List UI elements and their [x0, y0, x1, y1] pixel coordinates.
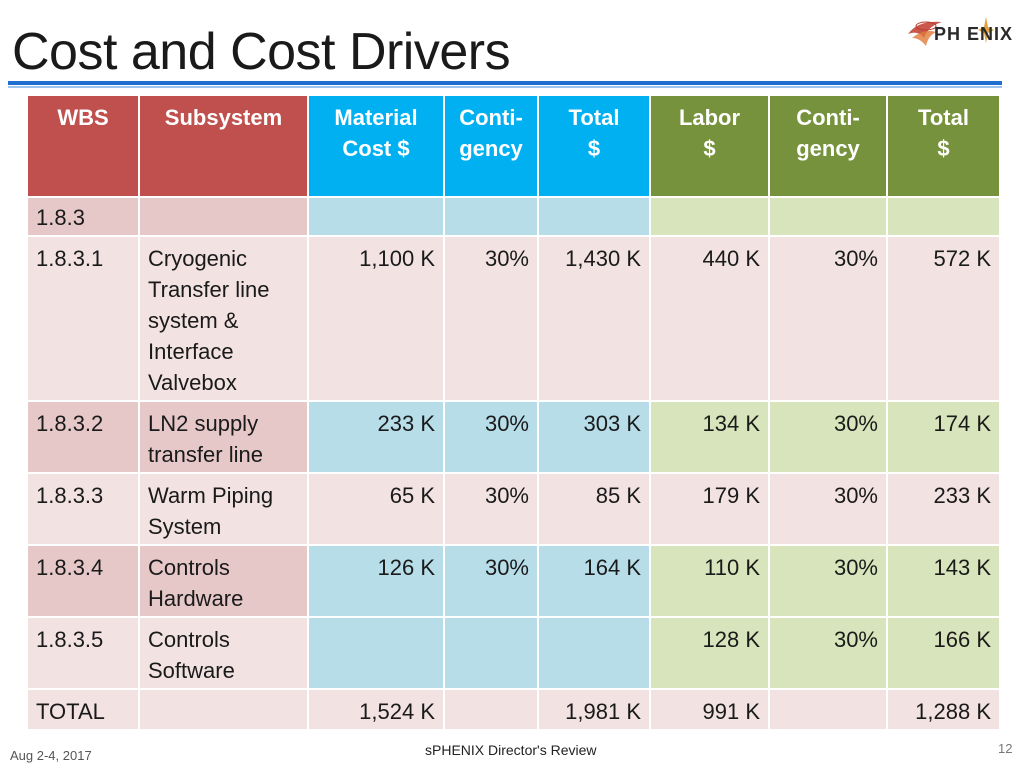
header-material-cost: Material Cost $ — [309, 96, 443, 196]
header-material-total: Total $ — [539, 96, 649, 196]
page-number: 12 — [998, 741, 1013, 756]
phenix-logo-icon — [908, 21, 942, 46]
cost-table: WBS Subsystem Material Cost $ Conti-gency… — [26, 94, 1001, 731]
cell-labor-total: 1,288 K — [888, 690, 999, 729]
logo-text: PH ENIX — [934, 24, 1014, 44]
header-subsystem: Subsystem — [140, 96, 307, 196]
cell-material-cost: 233 K — [309, 402, 443, 472]
cell-material-cost: 1,524 K — [309, 690, 443, 729]
table-row: 1.8.3.1 Cryogenic Transfer line system &… — [28, 237, 999, 400]
footer-event: sPHENIX Director's Review — [425, 742, 597, 758]
cell-material-cost — [309, 618, 443, 688]
cell-material-total — [539, 618, 649, 688]
cell-material-cost: 126 K — [309, 546, 443, 616]
cell-labor-contingency: 30% — [770, 474, 886, 544]
cell-material-contingency — [445, 198, 537, 235]
cell-labor-total: 174 K — [888, 402, 999, 472]
cell-material-cost — [309, 198, 443, 235]
table-header-row: WBS Subsystem Material Cost $ Conti-gency… — [28, 96, 999, 196]
cell-labor-total: 572 K — [888, 237, 999, 400]
cell-labor: 110 K — [651, 546, 768, 616]
cell-wbs: 1.8.3 — [28, 198, 138, 235]
table-row: 1.8.3.5 Controls Software 128 K 30% 166 … — [28, 618, 999, 688]
header-wbs: WBS — [28, 96, 138, 196]
cell-labor-contingency: 30% — [770, 402, 886, 472]
cell-material-total: 85 K — [539, 474, 649, 544]
cell-material-total: 303 K — [539, 402, 649, 472]
cell-material-total: 1,981 K — [539, 690, 649, 729]
cell-labor — [651, 198, 768, 235]
cell-subsystem — [140, 198, 307, 235]
cell-subsystem: Cryogenic Transfer line system & Interfa… — [140, 237, 307, 400]
table-row: 1.8.3.2 LN2 supply transfer line 233 K 3… — [28, 402, 999, 472]
cell-material-contingency: 30% — [445, 474, 537, 544]
header-material-contingency: Conti-gency — [445, 96, 537, 196]
cell-material-contingency — [445, 690, 537, 729]
cell-labor-total: 166 K — [888, 618, 999, 688]
cell-subsystem: Warm Piping System — [140, 474, 307, 544]
footer-date: Aug 2-4, 2017 — [10, 748, 92, 763]
cell-subsystem: Controls Hardware — [140, 546, 307, 616]
cell-labor: 440 K — [651, 237, 768, 400]
cell-material-cost: 65 K — [309, 474, 443, 544]
cell-labor-total: 233 K — [888, 474, 999, 544]
star-icon — [978, 17, 994, 43]
cell-labor-contingency: 30% — [770, 237, 886, 400]
slide-title: Cost and Cost Drivers — [12, 23, 511, 81]
header-labor-total: Total $ — [888, 96, 999, 196]
cell-labor-contingency: 30% — [770, 546, 886, 616]
cell-material-contingency: 30% — [445, 237, 537, 400]
cell-material-total: 164 K — [539, 546, 649, 616]
cell-wbs: 1.8.3.2 — [28, 402, 138, 472]
cell-labor: 991 K — [651, 690, 768, 729]
cell-wbs: 1.8.3.4 — [28, 546, 138, 616]
header-labor: Labor $ — [651, 96, 768, 196]
cell-wbs: 1.8.3.3 — [28, 474, 138, 544]
cell-labor: 134 K — [651, 402, 768, 472]
cell-labor: 179 K — [651, 474, 768, 544]
cell-material-total — [539, 198, 649, 235]
cell-material-contingency — [445, 618, 537, 688]
cell-labor-total: 143 K — [888, 546, 999, 616]
cell-labor: 128 K — [651, 618, 768, 688]
cell-subsystem — [140, 690, 307, 729]
cell-subsystem: LN2 supply transfer line — [140, 402, 307, 472]
cell-labor-contingency — [770, 198, 886, 235]
cell-material-cost: 1,100 K — [309, 237, 443, 400]
cell-wbs: 1.8.3.5 — [28, 618, 138, 688]
cell-wbs: 1.8.3.1 — [28, 237, 138, 400]
table-row: 1.8.3.3 Warm Piping System 65 K 30% 85 K… — [28, 474, 999, 544]
cell-material-total: 1,430 K — [539, 237, 649, 400]
title-underline-shadow — [8, 86, 1002, 88]
cell-labor-total — [888, 198, 999, 235]
cell-material-contingency: 30% — [445, 546, 537, 616]
cell-material-contingency: 30% — [445, 402, 537, 472]
cell-wbs: TOTAL — [28, 690, 138, 729]
title-underline — [8, 81, 1002, 85]
table-row-total: TOTAL 1,524 K 1,981 K 991 K 1,288 K — [28, 690, 999, 729]
cell-labor-contingency — [770, 690, 886, 729]
header-labor-contingency: Conti-gency — [770, 96, 886, 196]
table-row: 1.8.3 — [28, 198, 999, 235]
table-row: 1.8.3.4 Controls Hardware 126 K 30% 164 … — [28, 546, 999, 616]
cell-labor-contingency: 30% — [770, 618, 886, 688]
cell-subsystem: Controls Software — [140, 618, 307, 688]
